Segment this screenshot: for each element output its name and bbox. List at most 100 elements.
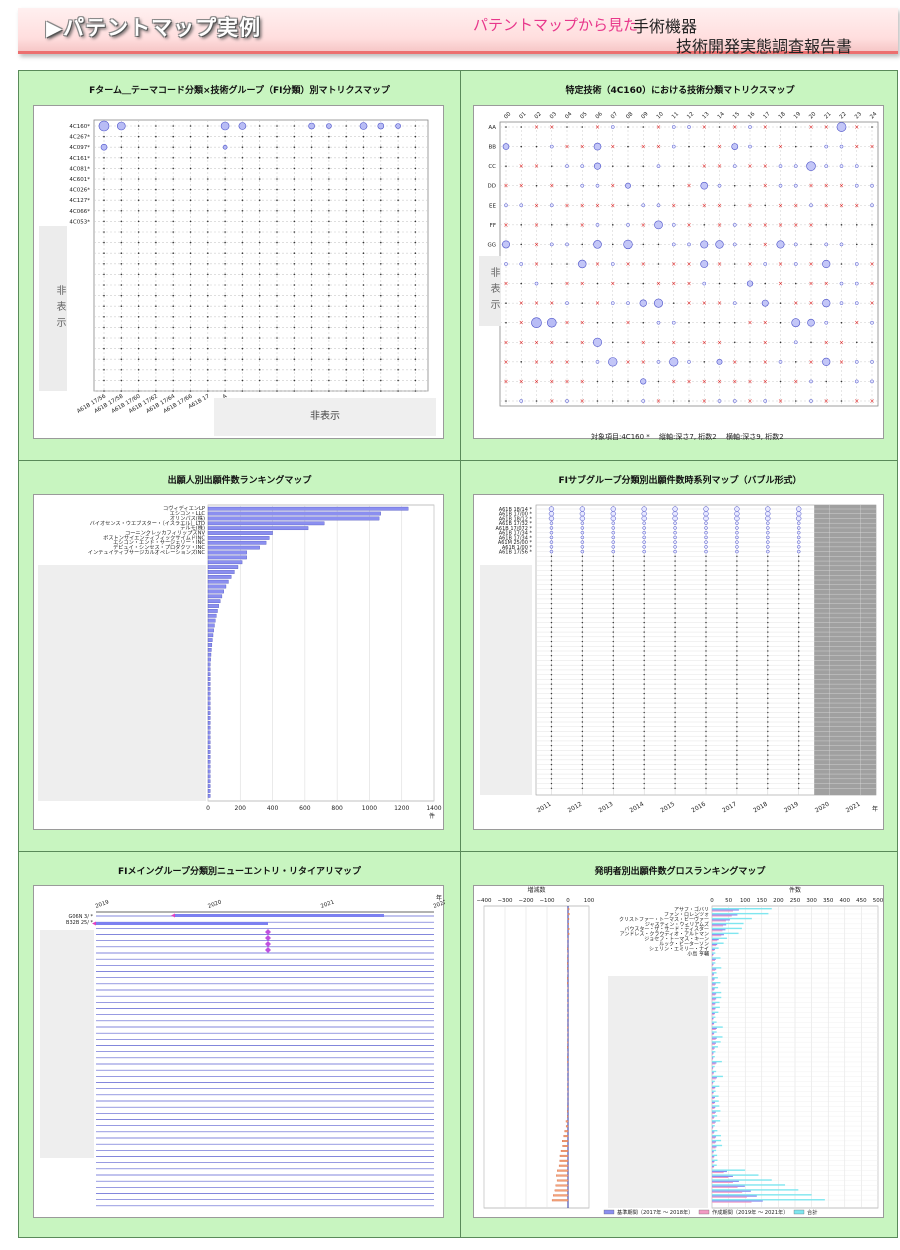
bubble-small: [839, 164, 844, 168]
timeline-dot: [798, 702, 800, 704]
timeline-dot: [643, 716, 645, 718]
timeline-dot: [550, 692, 553, 695]
timeline-dot: [798, 768, 800, 771]
bubble: [716, 358, 723, 365]
panel-fterm-matrix: Fターム＿テーマコード分類×技術グループ（FI分類）別マトリクスマップ 4C16…: [19, 71, 460, 460]
hidden-label: 非表示: [488, 267, 499, 315]
matrix-dot: [535, 145, 538, 148]
cross-mark: ×: [534, 378, 539, 385]
matrix-dot: [293, 263, 296, 265]
period-bar: [712, 964, 714, 966]
total-bar: [712, 1051, 716, 1053]
bubble: [703, 511, 709, 517]
cross-mark: ×: [763, 339, 768, 346]
base-bar: [712, 1027, 717, 1029]
col-label: 09: [640, 111, 650, 121]
cross-mark: ×: [778, 261, 783, 268]
timeline-dot: [550, 659, 553, 662]
timeline-dot: [550, 631, 553, 633]
base-bar: [712, 1190, 751, 1192]
retire-marker: [265, 929, 271, 935]
timeline-dot: [612, 588, 614, 591]
matrix-dot: [137, 273, 140, 276]
report-header: ▶パテントマップ実例 パテントマップから見た 手術機器 技術開発実態調査報告書: [18, 8, 898, 56]
timeline-dot: [612, 631, 614, 633]
timeline-dot: [705, 726, 707, 728]
timeline-dot: [767, 631, 769, 633]
timeline-dot: [705, 588, 707, 591]
bubble: [673, 535, 677, 540]
bubble-small: [854, 301, 859, 305]
cross-mark: ×: [763, 320, 768, 327]
row-label: 4C026*: [69, 188, 90, 194]
change-bar: [559, 1154, 569, 1157]
bubble: [672, 515, 678, 522]
matrix-dot: [224, 231, 226, 233]
timeline-dot: [550, 602, 553, 605]
bubble: [549, 521, 554, 525]
matrix-dot: [258, 157, 261, 159]
total-bar: [712, 967, 722, 969]
cross-mark: ×: [763, 241, 768, 248]
bubble: [610, 511, 616, 517]
row-label: B32B 25/ *: [66, 920, 93, 926]
cross-mark: ×: [854, 320, 859, 327]
matrix-dot: [155, 157, 157, 159]
matrix-dot: [258, 188, 261, 191]
bubble-small: [854, 379, 859, 384]
bubble: [549, 526, 554, 530]
matrix-dot: [189, 231, 192, 233]
cross-mark: ×: [671, 281, 676, 288]
bubble: [673, 545, 677, 549]
bubble-small: [671, 144, 676, 149]
timeline-dot: [705, 655, 707, 657]
inventor-label: 小島 亨輔: [687, 950, 709, 957]
total-bar: [712, 942, 724, 944]
matrix-dot: [362, 252, 365, 254]
cross-mark: ×: [610, 144, 615, 151]
cross-mark: ×: [625, 359, 630, 366]
matrix-dot: [362, 347, 365, 350]
timeline-dot: [581, 692, 584, 695]
timeline-dot: [798, 574, 800, 576]
timeline-dot: [674, 579, 676, 581]
row-label: BB: [488, 145, 496, 151]
row-label: EE: [489, 203, 496, 209]
cross-mark: ×: [503, 339, 508, 346]
timeline-dot: [798, 688, 800, 690]
matrix-dot: [397, 263, 399, 265]
matrix-dot: [120, 241, 123, 244]
matrix-dot: [207, 337, 209, 339]
base-bar: [712, 1013, 715, 1015]
matrix-dot: [224, 294, 226, 297]
timeline-dot: [767, 721, 769, 723]
matrix-dot: [657, 184, 660, 187]
bubble-small: [534, 281, 539, 286]
applicant-bar: [207, 506, 409, 511]
row-label: AA: [488, 125, 496, 131]
timeline-dot: [643, 565, 645, 567]
timeline-dot: [550, 683, 553, 685]
row-label: 4C267*: [69, 135, 90, 141]
applicant-bar: [207, 628, 214, 633]
timeline-dot: [767, 617, 769, 619]
period-bar: [712, 1122, 715, 1124]
timeline-dot: [581, 773, 584, 775]
timeline-dot: [767, 569, 769, 572]
timeline-dot: [767, 702, 769, 704]
period-bar: [712, 1029, 716, 1030]
timeline-dot: [643, 749, 645, 752]
cross-mark: ×: [534, 359, 539, 366]
timeline-dot: [736, 716, 738, 718]
timeline-dot: [550, 749, 553, 752]
matrix-dot: [207, 157, 209, 159]
cross-mark: ×: [854, 144, 859, 151]
row-label: A61B 17/32 *: [499, 521, 533, 527]
cross-mark: ×: [717, 378, 722, 385]
timeline-dot: [643, 683, 645, 685]
matrix-dot: [550, 263, 553, 265]
matrix-dot: [103, 273, 105, 276]
matrix-dot: [293, 178, 296, 180]
timeline-dot: [674, 584, 676, 586]
change-bar: [564, 1130, 569, 1133]
